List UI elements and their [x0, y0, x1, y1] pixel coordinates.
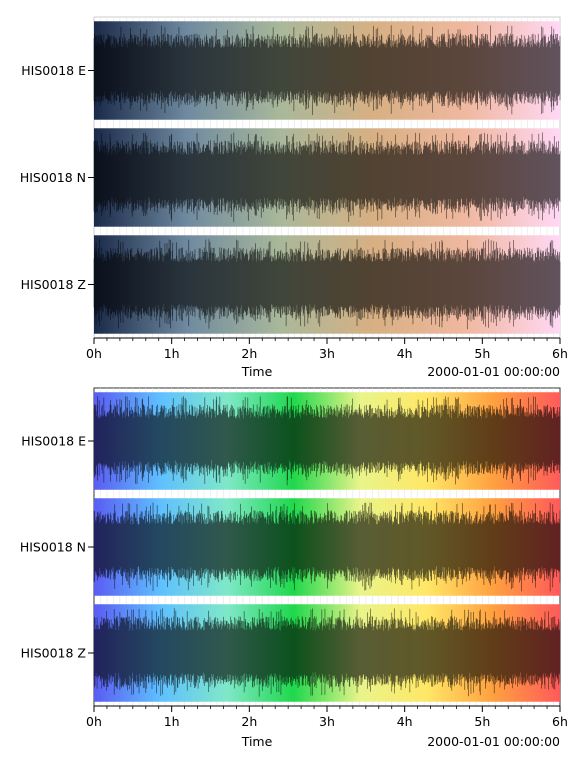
x-tick-label: 2h [241, 346, 257, 361]
waveform [93, 132, 561, 223]
x-tick-label: 4h [397, 714, 413, 729]
trace-label: HIS0018 Z [21, 646, 86, 661]
x-tick-label: 3h [319, 714, 335, 729]
chart-panel-1: HIS0018 E HIS0018 N HIS0018 Z 0h 1h 2h 3h 4h 5h… [20, 16, 568, 379]
x-tick-label: 2h [241, 714, 257, 729]
trace-label: HIS0018 Z [21, 277, 86, 292]
panel-2-x-ticks: 0h 1h 2h 3h 4h 5h 6h [86, 705, 568, 729]
trace-label: HIS0018 N [20, 540, 86, 555]
panel-1-x-axis-label: Time [241, 364, 273, 379]
trace-label: HIS0018 E [21, 63, 86, 78]
x-tick-label: 0h [86, 346, 102, 361]
waveform [93, 396, 561, 486]
chart-panel-2: HIS0018 E HIS0018 N HIS0018 Z 0h 1h 2h 3h 4h 5h… [20, 387, 568, 749]
panel-1-start-time: 2000-01-01 00:00:00 [427, 364, 560, 379]
x-tick-label: 3h [319, 346, 335, 361]
trace-label: HIS0018 E [21, 434, 86, 449]
x-tick-label: 1h [164, 714, 180, 729]
trace-label: HIS0018 N [20, 170, 86, 185]
waveform [93, 239, 561, 330]
x-tick-label: 5h [474, 714, 490, 729]
panel-1-x-ticks: 0h 1h 2h 3h 4h 5h 6h [86, 337, 568, 361]
panel-1-traces: HIS0018 E HIS0018 N HIS0018 Z [20, 21, 561, 334]
panel-2-start-time: 2000-01-01 00:00:00 [427, 734, 560, 749]
x-tick-label: 1h [164, 346, 180, 361]
x-tick-label: 0h [86, 714, 102, 729]
x-tick-label: 6h [552, 714, 568, 729]
x-tick-label: 4h [397, 346, 413, 361]
trace-2: HIS0018 N [20, 128, 561, 227]
trace-3: HIS0018 Z [21, 604, 561, 702]
panel-2-x-axis-label: Time [241, 734, 273, 749]
waveform [93, 502, 561, 592]
x-tick-label: 5h [474, 346, 490, 361]
trace-3: HIS0018 Z [21, 235, 561, 334]
waveform [93, 25, 561, 115]
trace-2: HIS0018 N [20, 498, 561, 596]
trace-1: HIS0018 E [21, 21, 561, 120]
trace-1: HIS0018 E [21, 392, 561, 490]
panel-2-traces: HIS0018 E HIS0018 N HIS0018 Z [20, 392, 561, 702]
x-tick-label: 6h [552, 346, 568, 361]
